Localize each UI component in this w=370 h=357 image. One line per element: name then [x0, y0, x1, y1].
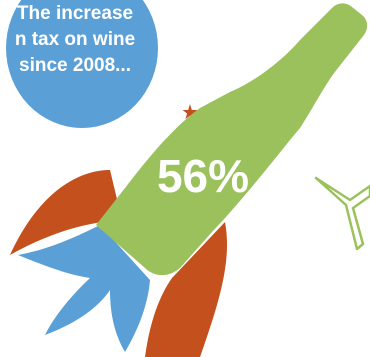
wine-bottle: [96, 3, 368, 276]
star-icon: [182, 104, 198, 119]
blue-bubble: [6, 0, 158, 128]
bubble-line-3: since 2008...: [19, 55, 131, 76]
rocket-left-fin: [10, 170, 122, 255]
bubble-line-2: n tax on wine: [14, 29, 136, 50]
bubble-line-1: The increase: [16, 3, 134, 24]
bubble-caption: The increase n tax on wine since 2008...: [0, 0, 150, 79]
percent-label: 56%: [156, 150, 250, 202]
rocket-flame: [18, 225, 150, 352]
wine-glass-outline: [314, 176, 370, 251]
rocket-right-fin: [145, 222, 228, 357]
